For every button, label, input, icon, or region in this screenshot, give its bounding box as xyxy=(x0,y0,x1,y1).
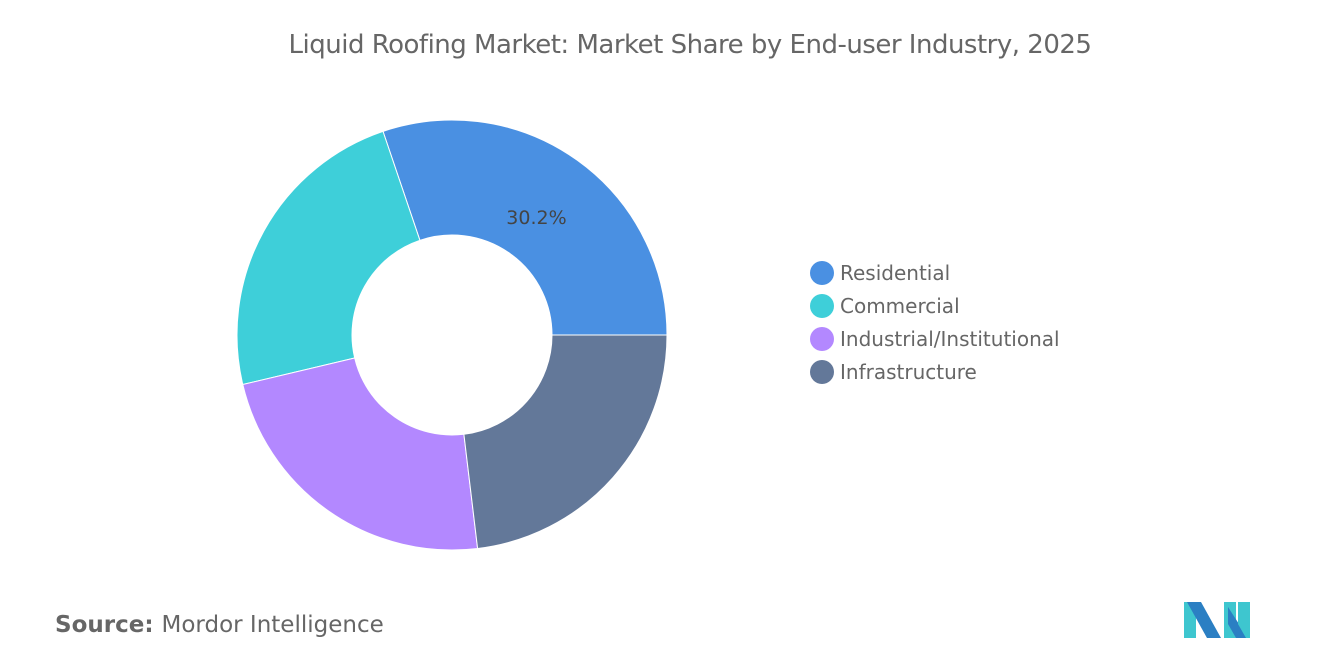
source-note: Source: Mordor Intelligence xyxy=(55,612,384,638)
mordor-intelligence-logo xyxy=(1184,602,1250,638)
legend: Residential Commercial Industrial/Instit… xyxy=(810,256,1060,388)
legend-item-residential[interactable]: Residential xyxy=(810,256,1060,289)
chart-title: Liquid Roofing Market: Market Share by E… xyxy=(288,30,1092,60)
legend-label: Industrial/Institutional xyxy=(840,326,1060,351)
legend-label: Commercial xyxy=(840,293,960,318)
source-label: Source: xyxy=(55,612,154,638)
slice-infrastructure[interactable] xyxy=(463,334,668,550)
legend-marker xyxy=(810,359,834,384)
source-value: Mordor Intelligence xyxy=(161,612,384,638)
legend-marker xyxy=(810,326,834,351)
legend-item-infrastructure[interactable]: Infrastructure xyxy=(810,355,1060,388)
slice-residential[interactable] xyxy=(382,119,668,336)
data-label: 30.2% xyxy=(506,207,566,229)
legend-label: Infrastructure xyxy=(840,359,977,384)
legend-label: Residential xyxy=(840,260,951,285)
slice-industrial-institutional[interactable] xyxy=(242,357,479,551)
legend-marker xyxy=(810,293,834,318)
legend-marker xyxy=(810,260,834,285)
legend-item-commercial[interactable]: Commercial xyxy=(810,289,1060,322)
slice-commercial[interactable] xyxy=(236,130,421,386)
legend-item-industrial[interactable]: Industrial/Institutional xyxy=(810,322,1060,355)
